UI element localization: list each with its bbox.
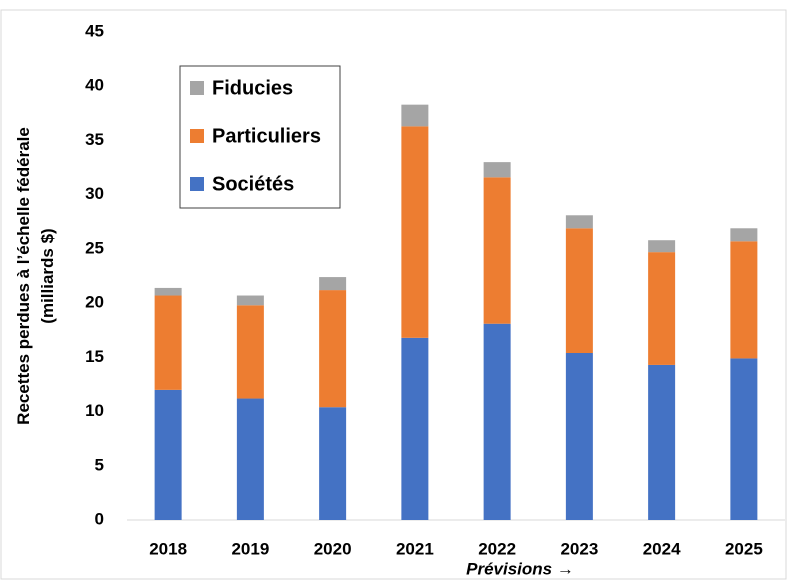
y-tick-label: 5 <box>95 455 104 474</box>
bar-segment <box>154 295 182 390</box>
y-axis-label-line: (milliards $) <box>38 228 57 323</box>
bar-segment <box>401 104 429 127</box>
bar-segment <box>236 305 264 399</box>
bar-segment <box>401 126 429 338</box>
y-tick-label: 30 <box>85 184 104 203</box>
bar-segment <box>648 364 676 520</box>
legend-label: Sociétés <box>212 173 294 195</box>
x-tick-label: 2023 <box>560 539 598 558</box>
x-tick-label: 2025 <box>725 539 763 558</box>
x-tick-label: 2022 <box>478 539 516 558</box>
legend-swatch <box>190 129 204 143</box>
bar-segment <box>483 323 511 520</box>
bar-segment <box>565 228 593 353</box>
y-tick-label: 45 <box>85 21 104 40</box>
annotation: Prévisions → <box>466 559 574 578</box>
bar-segment <box>401 337 429 520</box>
bar-segment <box>236 398 264 520</box>
bar-segment <box>730 228 758 242</box>
bar-segment <box>236 295 264 306</box>
x-tick-label: 2024 <box>643 539 681 558</box>
bar-segment <box>730 241 758 359</box>
x-tick-label: 2021 <box>396 539 434 558</box>
bar-segment <box>319 277 347 291</box>
bar-segment <box>565 215 593 229</box>
legend-swatch <box>190 177 204 191</box>
y-tick-label: 20 <box>85 293 104 312</box>
bar-segment <box>319 290 347 408</box>
y-tick-label: 15 <box>85 347 104 366</box>
bar-segment <box>319 407 347 520</box>
legend-box <box>179 65 341 209</box>
bar-segment <box>154 389 182 520</box>
y-tick-label: 25 <box>85 238 104 257</box>
chart-frame <box>0 9 787 580</box>
x-tick-label: 2020 <box>314 539 352 558</box>
y-tick-label: 35 <box>85 130 104 149</box>
y-axis-label: Recettes perdues à l’échelle fédérale (mi… <box>14 127 57 425</box>
y-tick-label: 0 <box>95 509 104 528</box>
bar-segment <box>483 177 511 324</box>
bar-segment <box>648 240 676 253</box>
bar-segment <box>483 162 511 178</box>
bar-segment <box>730 358 758 520</box>
legend-swatch <box>190 81 204 95</box>
x-tick-label: 2018 <box>149 539 187 558</box>
y-tick-label: 10 <box>85 401 104 420</box>
bar-segment <box>154 287 182 296</box>
x-tick-label: 2019 <box>231 539 269 558</box>
legend-label: Particuliers <box>212 125 321 147</box>
legend-label: Fiducies <box>212 77 293 99</box>
bar-segment <box>565 352 593 520</box>
bar-segment <box>648 252 676 365</box>
y-axis-label-line: Recettes perdues à l’échelle fédérale <box>14 127 33 425</box>
y-tick-label: 40 <box>85 76 104 95</box>
